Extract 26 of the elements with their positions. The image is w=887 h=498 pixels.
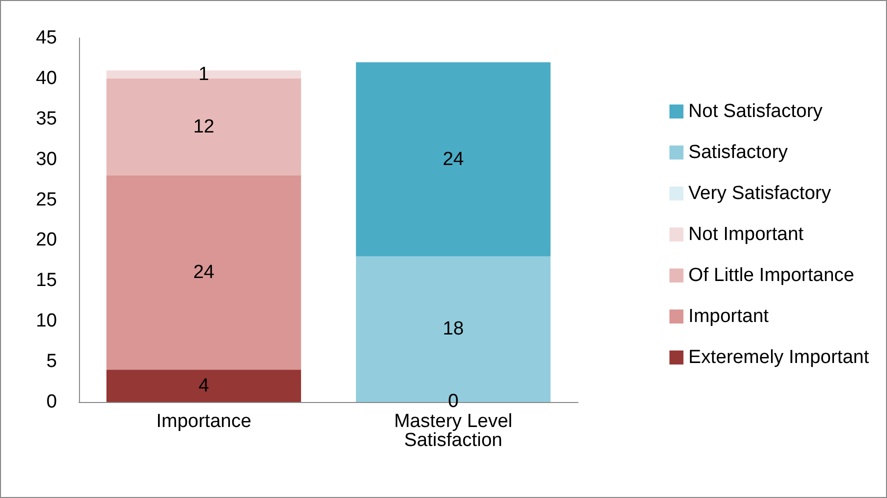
- legend-label: Not Important: [688, 224, 804, 245]
- y-tick-label: 5: [46, 351, 57, 372]
- y-tick-label: 25: [36, 189, 57, 210]
- data-label: 18: [442, 318, 464, 340]
- legend-label: Important: [688, 306, 770, 327]
- data-label: 1: [198, 64, 210, 85]
- data-label: 12: [193, 116, 214, 138]
- x-tick-label: Mastery Level Satisfaction: [394, 411, 512, 451]
- legend-label: Very Satisfactory: [688, 183, 832, 204]
- legend-label: Satisfactory: [688, 142, 788, 163]
- y-tick-label: 10: [36, 310, 57, 332]
- data-label: 24: [193, 262, 215, 284]
- data-label: 24: [442, 148, 464, 170]
- y-tick-label: 20: [36, 230, 57, 251]
- y-tick-label: 15: [36, 270, 57, 292]
- legend-label: Not Satisfactory: [688, 101, 824, 122]
- y-tick-label: 35: [36, 108, 57, 130]
- y-tick-label: 0: [46, 392, 57, 412]
- y-tick-label: 40: [36, 68, 57, 89]
- data-label: 0: [448, 391, 459, 412]
- y-tick-label: 30: [36, 148, 57, 170]
- y-tick-label: 45: [36, 28, 57, 48]
- data-label: 4: [198, 375, 210, 396]
- legend-label: Of Little Importance: [688, 265, 854, 286]
- legend-label: Exteremely Important: [688, 347, 870, 368]
- x-tick-label: Importance: [156, 411, 252, 432]
